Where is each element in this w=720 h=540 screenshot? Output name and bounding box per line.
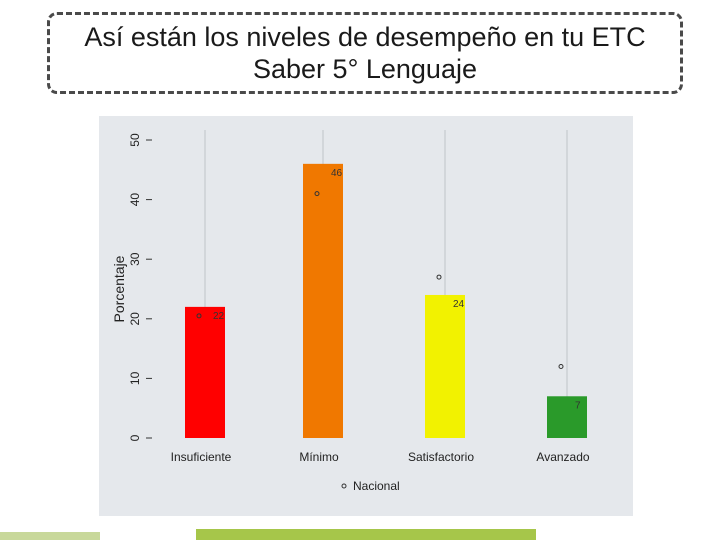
y-axis-title: Porcentaje: [111, 255, 127, 322]
national-marker-avanzado: [558, 363, 564, 369]
slide-title-line-1: Así están los niveles de desempeño en tu…: [84, 22, 646, 52]
slide-title-line-2: Saber 5° Lenguaje: [253, 54, 477, 84]
y-tick-label-40: 40: [128, 193, 142, 207]
y-tick-label-20: 20: [128, 312, 142, 326]
national-marker-satisfactorio: [436, 274, 442, 280]
bar-avanzado: [547, 396, 587, 438]
value-label-satisfactorio: 24: [453, 299, 465, 310]
legend-marker-nacional: [341, 483, 347, 489]
bar-insuficiente: [185, 306, 225, 438]
value-label-mínimo: 46: [331, 168, 343, 179]
y-tick-label-50: 50: [128, 133, 142, 147]
value-label-insuficiente: 22: [213, 311, 225, 322]
value-label-avanzado: 7: [575, 400, 581, 411]
bar-satisfactorio: [425, 294, 465, 438]
footer-strip: [196, 529, 536, 540]
slide-title-box: Así están los niveles de desempeño en tu…: [47, 12, 683, 94]
bar-mínimo: [303, 163, 343, 438]
x-tick-label-insuficiente: Insuficiente: [171, 450, 232, 464]
national-marker-mínimo: [314, 191, 320, 197]
x-tick-label-avanzado: Avanzado: [536, 450, 589, 464]
performance-chart-svg: 0 10 20 30 40 50 Porcentaje 22 46 24 7 Insuficiente…: [111, 130, 590, 493]
y-tick-label-0: 0: [128, 434, 142, 441]
y-tick-label-30: 30: [128, 252, 142, 266]
legend-label-nacional: Nacional: [353, 479, 400, 493]
national-marker-insuficiente: [196, 313, 202, 319]
y-tick-label-10: 10: [128, 371, 142, 385]
x-tick-label-mínimo: Mínimo: [299, 450, 339, 464]
footer-strip-left: [0, 532, 100, 540]
x-tick-label-satisfactorio: Satisfactorio: [408, 450, 474, 464]
performance-chart: 0 10 20 30 40 50 Porcentaje 22 46 24 7 Insuficiente…: [99, 116, 633, 516]
